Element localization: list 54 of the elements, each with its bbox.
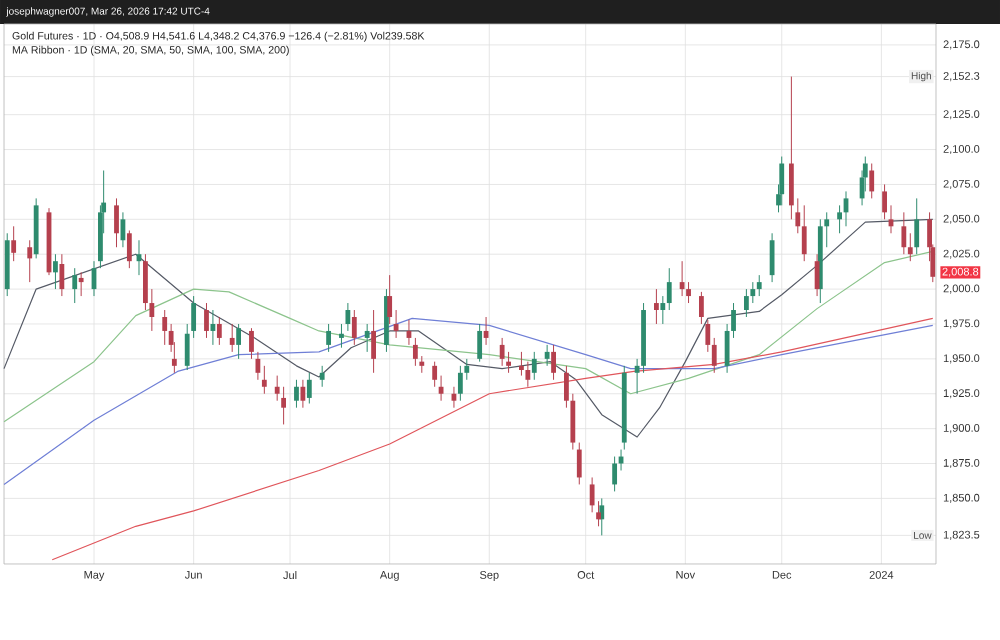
candlestick: [711, 337, 717, 374]
candlestick: [53, 253, 58, 290]
candlestick: [72, 267, 78, 304]
candlestick: [249, 327, 254, 360]
candlestick: [769, 232, 775, 283]
candlestick: [531, 351, 537, 381]
candlestick: [705, 319, 711, 353]
candlestick: [255, 351, 261, 381]
candlestick: [551, 344, 556, 381]
line-series: [3, 250, 934, 423]
candlestick: [499, 337, 505, 367]
candlestick: [653, 288, 659, 325]
candlestick: [319, 365, 325, 388]
candlestick: [914, 197, 920, 255]
candlestick: [698, 291, 704, 325]
candlestick: [743, 288, 749, 318]
line-series: [3, 317, 934, 486]
candlestick: [326, 323, 332, 353]
candlestick: [345, 302, 351, 332]
candlestick: [679, 260, 685, 297]
candlestick: [477, 323, 483, 363]
candlestick: [612, 456, 618, 492]
candlestick: [11, 225, 17, 262]
candlestick: [300, 379, 306, 409]
candlestick: [126, 229, 132, 269]
candlestick: [412, 337, 418, 367]
candlestick: [457, 365, 463, 402]
candlestick: [544, 344, 550, 367]
candlestick: [306, 372, 312, 405]
candlestick: [576, 442, 582, 485]
candlestick: [229, 323, 235, 353]
candlestick: [59, 253, 65, 297]
candlestick: [660, 295, 666, 325]
candlestick: [901, 211, 907, 255]
candlestick: [801, 204, 807, 262]
candlestick: [78, 271, 84, 297]
candlestick: [869, 163, 875, 199]
candlestick: [261, 365, 267, 395]
candlestick: [216, 316, 222, 346]
candlestick: [162, 309, 168, 346]
candlestick: [666, 267, 672, 311]
candlestick: [294, 379, 299, 409]
candlestick: [756, 274, 762, 297]
candlestick: [236, 323, 242, 360]
candlestick: [351, 309, 357, 346]
candlestick: [339, 323, 344, 349]
candlestick: [27, 239, 33, 283]
line-series: [3, 218, 934, 438]
candlestick: [364, 323, 370, 353]
candlestick: [371, 309, 376, 374]
candlestick: [779, 156, 785, 206]
candlestick: [114, 197, 119, 248]
line-series: [51, 317, 934, 561]
candlestick: [204, 302, 209, 339]
